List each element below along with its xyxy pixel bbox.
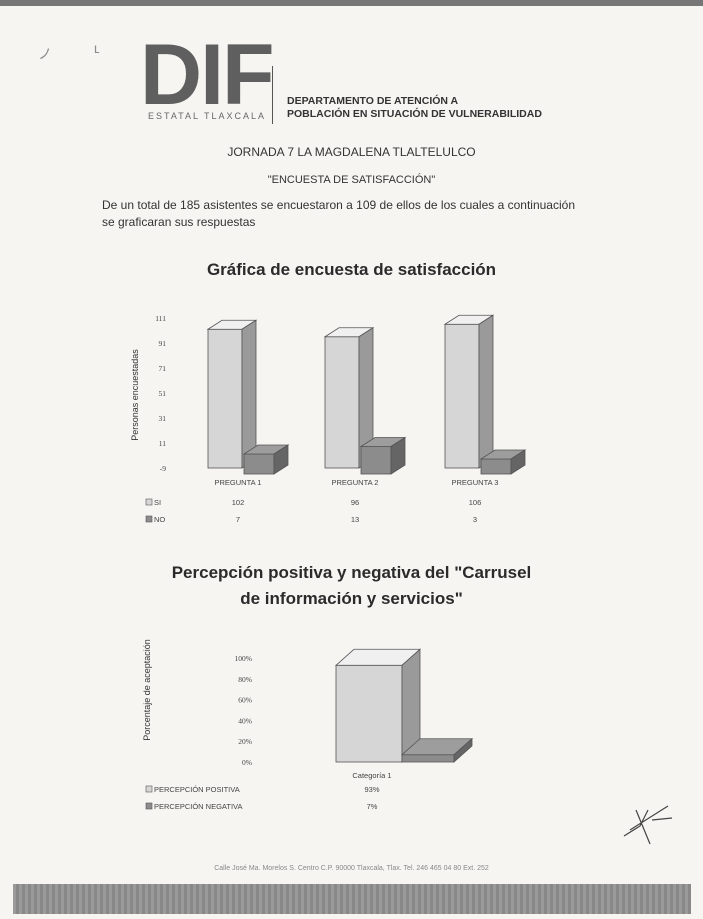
chart1-value-label-no: 7: [236, 515, 240, 524]
chart1-bar-si: [443, 314, 495, 469]
perception-bar-chart: Porcentaje de aceptación 0% 20% 40% 60% 80% 10…: [142, 639, 474, 811]
chart1-bar-no: [242, 444, 290, 475]
chart2-y-tick-label: 100%: [235, 654, 253, 663]
dif-logo-subtext: ESTATAL TLAXCALA: [148, 111, 267, 121]
chart1-value-label-no: 3: [473, 515, 477, 524]
chart1-bar-si-side: [478, 314, 494, 469]
chart2-bar-positive-front: [335, 664, 403, 763]
survey-title: "ENCUESTA DE SATISFACCIÓN": [267, 174, 436, 186]
chart1-legend-label: NO: [154, 515, 165, 524]
chart1-y-tick-label: 111: [155, 314, 166, 323]
satisfaction-bar-chart: Personas encuestadas -9 11 31 51 71 91 111 PREGU…: [130, 314, 527, 524]
chart2-legend-label: PERCEPCIÓN NEGATIVA: [154, 802, 243, 811]
chart1-y-tick-label: 11: [159, 439, 166, 448]
intro-paragraph: De un total de 185 asistentes se encuest…: [102, 198, 575, 229]
footer-address: Calle José Ma. Morelos S. Centro C.P. 90…: [214, 865, 489, 872]
scan-edge: [0, 0, 703, 6]
chart1-y-tick-label: -9: [160, 464, 166, 473]
chart1-category-label: PREGUNTA 1: [215, 478, 262, 487]
chart2-y-tick-label: 60%: [238, 696, 252, 705]
chart1-category-label: PREGUNTA 3: [452, 478, 499, 487]
chart1-bar-no-side: [510, 449, 526, 475]
chart1-y-axis-label: Personas encuestadas: [130, 349, 140, 441]
chart2-bar-positive: [334, 648, 422, 763]
chart1-title: Gráfica de encuesta de satisfacción: [206, 260, 497, 279]
header-divider: [272, 66, 273, 124]
chart2-y-axis-label: Porcentaje de aceptación: [142, 639, 152, 741]
chart1-category-label: PREGUNTA 2: [332, 478, 379, 487]
chart1-y-tick-label: 71: [159, 364, 167, 373]
chart1-legend-swatch: [145, 498, 153, 506]
chart1-y-tick-label: 31: [159, 414, 167, 423]
department-line-1: DEPARTAMENTO DE ATENCIÓN A: [287, 95, 459, 107]
chart2-y-tick-label: 20%: [238, 737, 252, 746]
chart1-value-label-si: 102: [232, 498, 245, 507]
stray-mark: ノ: [38, 46, 52, 62]
department-line-2: POBLACIÓN EN SITUACIÓN DE VULNERABILIDAD: [287, 108, 542, 120]
chart1-legend-label: SI: [154, 498, 161, 507]
chart1-bar-si-front: [324, 336, 360, 469]
chart1-value-label-no: 13: [351, 515, 359, 524]
chart1-value-label-si: 106: [469, 498, 482, 507]
chart1-value-label-si: 96: [351, 498, 359, 507]
chart1-bar-no: [359, 436, 407, 475]
chart1-bar-no-side: [273, 444, 289, 475]
scan-bottom-bar: [13, 884, 691, 914]
chart2-value-label-positive: 93%: [364, 785, 379, 794]
chart1-bar-si: [206, 319, 258, 469]
chart1-bar-no: [479, 449, 527, 475]
chart1-y-tick-label: 51: [159, 389, 167, 398]
chart1-legend-swatch: [145, 515, 153, 523]
chart2-category-label: Categoría 1: [352, 771, 391, 780]
chart2-legend-swatch: [145, 802, 153, 810]
chart1-bar-si-front: [444, 323, 480, 469]
chart1-bar-no-front: [243, 453, 275, 475]
chart2-legend-swatch: [145, 785, 153, 793]
chart2-bar-negative-front: [401, 754, 455, 763]
chart2-title-line1: Percepción positiva y negativa del "Carr…: [171, 563, 532, 582]
stray-mark: ʟ: [94, 40, 100, 56]
event-title: JORNADA 7 LA MAGDALENA TLALTELULCO: [227, 145, 476, 159]
chart1-bar-si-side: [241, 319, 257, 469]
chart2-y-tick-label: 0%: [242, 758, 252, 767]
department-name: DEPARTAMENTO DE ATENCIÓN A POBLACIÓN EN …: [287, 95, 542, 121]
chart2-bar-negative: [400, 737, 474, 763]
chart2-bar-negative-side: [453, 737, 473, 763]
handwritten-signature: [623, 805, 673, 845]
chart1-bar-no-front: [360, 446, 392, 475]
dif-logo: DIF: [140, 27, 275, 123]
chart2-value-label-negative: 7%: [367, 802, 378, 811]
chart1-y-tick-label: 91: [159, 339, 167, 348]
chart2-y-tick-label: 80%: [238, 675, 252, 684]
chart1-bar-si-front: [207, 328, 243, 469]
chart1-bar-no-side: [390, 436, 406, 475]
chart1-bar-no-front: [480, 458, 512, 475]
chart2-title-line2: de información y servicios": [240, 589, 463, 608]
chart1-bar-si: [323, 327, 375, 469]
chart2-legend-label: PERCEPCIÓN POSITIVA: [154, 785, 240, 794]
chart2-y-tick-label: 40%: [238, 716, 252, 725]
